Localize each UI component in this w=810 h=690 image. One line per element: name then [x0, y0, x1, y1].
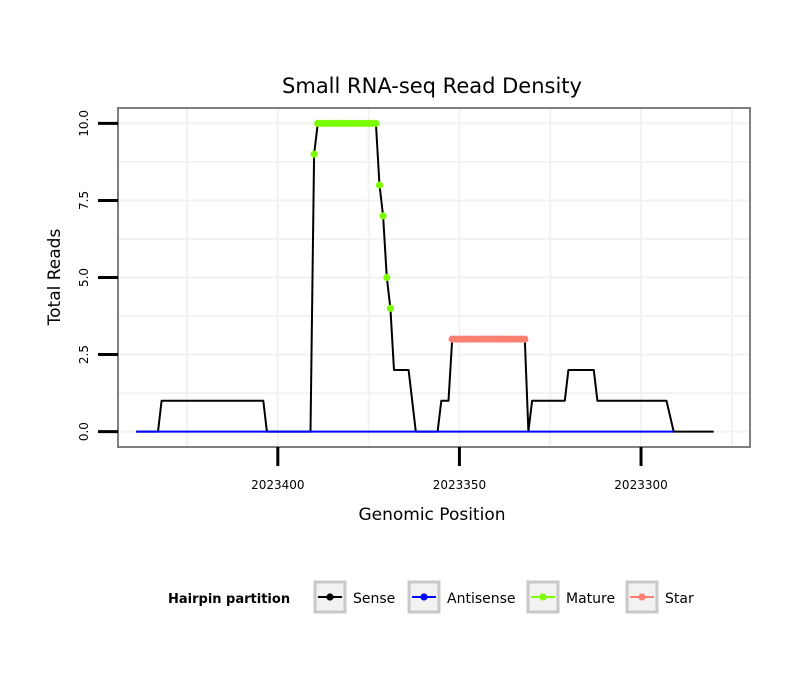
- x-tick-label: 2023400: [251, 478, 304, 492]
- legend-title: Hairpin partition: [168, 592, 290, 607]
- x-axis-title: Genomic Position: [358, 505, 505, 525]
- y-axis-title: Total Reads: [45, 229, 65, 327]
- point-mature: [379, 212, 387, 220]
- chart-title: Small RNA-seq Read Density: [282, 74, 582, 98]
- legend-key-point: [539, 593, 547, 601]
- series-points: [310, 119, 529, 343]
- legend-label-antisense: Antisense: [447, 591, 516, 607]
- y-axis: 0.0 2.5 5.0 7.5 10.0: [77, 110, 118, 441]
- legend: Hairpin partition Sense Antisense Mature St…: [168, 580, 694, 614]
- legend-label-sense: Sense: [353, 591, 395, 607]
- x-tick-label: 2023350: [433, 478, 486, 492]
- point-mature: [310, 150, 318, 158]
- grid-lines: [118, 108, 750, 447]
- legend-label-mature: Mature: [566, 591, 615, 607]
- point-mature: [375, 181, 384, 189]
- y-tick-label: 5.0: [77, 268, 91, 287]
- point-mature: [386, 304, 395, 312]
- x-tick-label: 2023300: [614, 478, 667, 492]
- series-lines: [136, 122, 714, 433]
- y-tick-label: 10.0: [77, 110, 91, 137]
- x-axis: 2023400 2023350 2023300: [251, 447, 668, 492]
- legend-key-point: [420, 593, 428, 601]
- legend-key-point: [638, 593, 646, 601]
- y-tick-label: 2.5: [77, 345, 91, 364]
- legend-label-star: Star: [665, 591, 694, 607]
- point-mature: [372, 119, 380, 128]
- point-star: [521, 335, 529, 343]
- y-tick-label: 0.0: [77, 422, 91, 441]
- point-mature: [383, 273, 391, 282]
- legend-key-point: [326, 593, 334, 601]
- y-tick-label: 7.5: [77, 191, 91, 210]
